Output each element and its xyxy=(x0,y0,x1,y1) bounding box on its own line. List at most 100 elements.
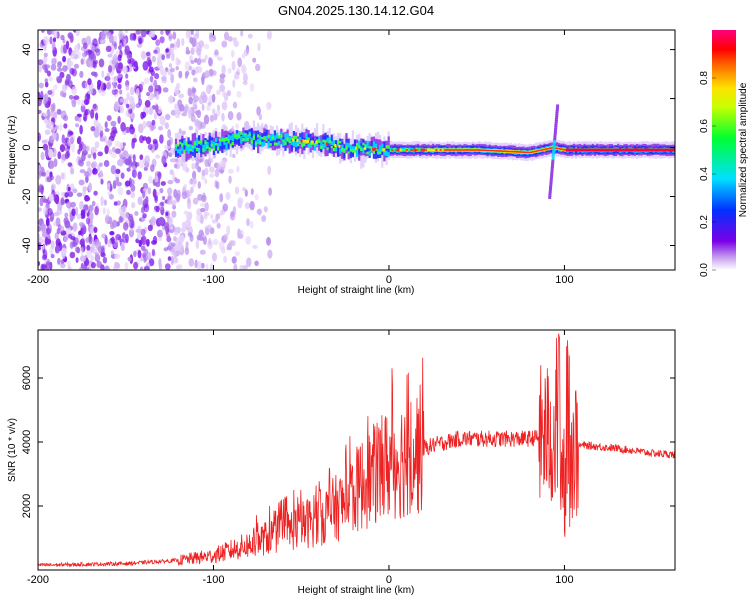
heatmap-cell xyxy=(155,95,160,100)
heatmap-cell xyxy=(71,99,77,108)
heatmap-cell xyxy=(570,149,573,151)
heatmap-cell xyxy=(193,144,196,158)
heatmap-cell xyxy=(64,146,70,153)
heatmap-cell xyxy=(379,151,382,155)
heatmap-cell xyxy=(67,80,73,88)
heatmap-cell xyxy=(107,183,111,191)
heatmap-cell xyxy=(250,188,254,196)
heatmap-cell xyxy=(241,64,247,74)
heatmap-cell xyxy=(79,200,84,211)
x-tick-label: -200 xyxy=(27,274,49,286)
chart-title: GN04.2025.130.14.12.G04 xyxy=(278,3,434,18)
heatmap-cell xyxy=(113,82,117,89)
heatmap-cell xyxy=(363,147,366,151)
colorbar-tick-label: 0.4 xyxy=(699,167,710,181)
heatmap-cell xyxy=(200,175,206,181)
heatmap-cell xyxy=(299,137,302,143)
heatmap-cell xyxy=(181,38,185,46)
heatmap-cell xyxy=(142,213,147,219)
heatmap-cell xyxy=(79,124,83,135)
heatmap-cell xyxy=(123,212,130,223)
heatmap-cell xyxy=(85,35,92,45)
heatmap-cell xyxy=(67,138,72,147)
heatmap-cell xyxy=(191,69,196,76)
heatmap-cell xyxy=(313,142,317,151)
heatmap-cell xyxy=(100,252,106,258)
heatmap-cell xyxy=(147,143,153,151)
heatmap-cell xyxy=(267,102,272,109)
heatmap-cell xyxy=(106,82,111,90)
heatmap-cell xyxy=(166,236,172,243)
heatmap-cell xyxy=(626,149,630,151)
heatmap-cell xyxy=(554,128,558,131)
heatmap-cell xyxy=(87,49,93,55)
heatmap-cell xyxy=(165,211,169,216)
heatmap-cell xyxy=(92,168,98,175)
heatmap-cell xyxy=(163,222,170,231)
heatmap-cell xyxy=(204,143,207,151)
heatmap-cell xyxy=(240,30,244,37)
y-tick-label: 2000 xyxy=(21,494,33,518)
heatmap-cell xyxy=(550,169,554,172)
heatmap-cell xyxy=(556,106,559,109)
spectrogram-xlabel: Height of straight line (km) xyxy=(298,285,415,296)
heatmap-cell xyxy=(576,149,579,151)
heatmap-cell xyxy=(554,118,558,121)
heatmap-cell xyxy=(129,86,135,96)
heatmap-cell xyxy=(250,128,253,142)
heatmap-cell xyxy=(209,263,213,270)
heatmap-cell xyxy=(284,133,287,141)
heatmap-cell xyxy=(109,231,115,236)
heatmap-cell xyxy=(337,139,340,144)
heatmap-cell xyxy=(292,135,295,140)
heatmap-cell xyxy=(372,147,375,151)
heatmap-cell xyxy=(126,93,131,101)
heatmap-cell xyxy=(196,66,203,74)
heatmap-cell xyxy=(92,103,97,110)
heatmap-cell xyxy=(256,106,261,116)
snr-panel: -200 -100 0 100 2000 4000 6000 Height of strai… xyxy=(7,329,676,596)
heatmap-cell xyxy=(282,140,285,147)
heatmap-cell xyxy=(200,143,203,154)
heatmap-cell xyxy=(212,147,215,151)
heatmap-cell xyxy=(54,124,60,130)
heatmap-cell xyxy=(227,242,232,251)
heatmap-cell xyxy=(343,135,346,152)
heatmap-cell xyxy=(660,149,663,151)
heatmap-cell xyxy=(315,140,318,144)
heatmap-cell xyxy=(368,146,371,149)
heatmap-cell xyxy=(337,143,340,157)
heatmap-cell xyxy=(148,85,154,93)
heatmap-cell xyxy=(212,252,217,262)
heatmap-cell xyxy=(556,104,560,107)
heatmap-cell xyxy=(200,207,206,213)
heatmap-cell xyxy=(249,201,255,211)
heatmap-cell xyxy=(173,106,179,115)
heatmap-cell xyxy=(196,109,202,119)
heatmap-cell xyxy=(208,147,211,152)
heatmap-cell xyxy=(140,228,146,236)
heatmap-cell xyxy=(180,227,186,233)
heatmap-cell xyxy=(381,148,384,152)
heatmap-cell xyxy=(197,166,202,173)
heatmap-cell xyxy=(80,262,84,269)
heatmap-cell xyxy=(102,207,106,215)
heatmap-cell xyxy=(255,63,261,72)
heatmap-cell xyxy=(130,179,135,186)
heatmap-cell xyxy=(187,232,193,237)
heatmap-cell xyxy=(481,149,484,151)
heatmap-cell xyxy=(191,133,194,154)
heatmap-cell xyxy=(169,216,174,226)
heatmap-cell xyxy=(159,134,164,144)
heatmap-cell xyxy=(244,135,247,142)
heatmap-cell xyxy=(82,186,87,192)
heatmap-cell xyxy=(355,146,358,150)
heatmap-cell xyxy=(88,235,93,245)
heatmap-cell xyxy=(190,60,195,64)
heatmap-cell xyxy=(460,149,463,151)
heatmap-cell xyxy=(167,256,172,261)
heatmap-cell xyxy=(154,91,160,97)
heatmap-cell xyxy=(38,261,41,266)
heatmap-cell xyxy=(639,149,642,151)
heatmap-cell xyxy=(185,70,190,77)
